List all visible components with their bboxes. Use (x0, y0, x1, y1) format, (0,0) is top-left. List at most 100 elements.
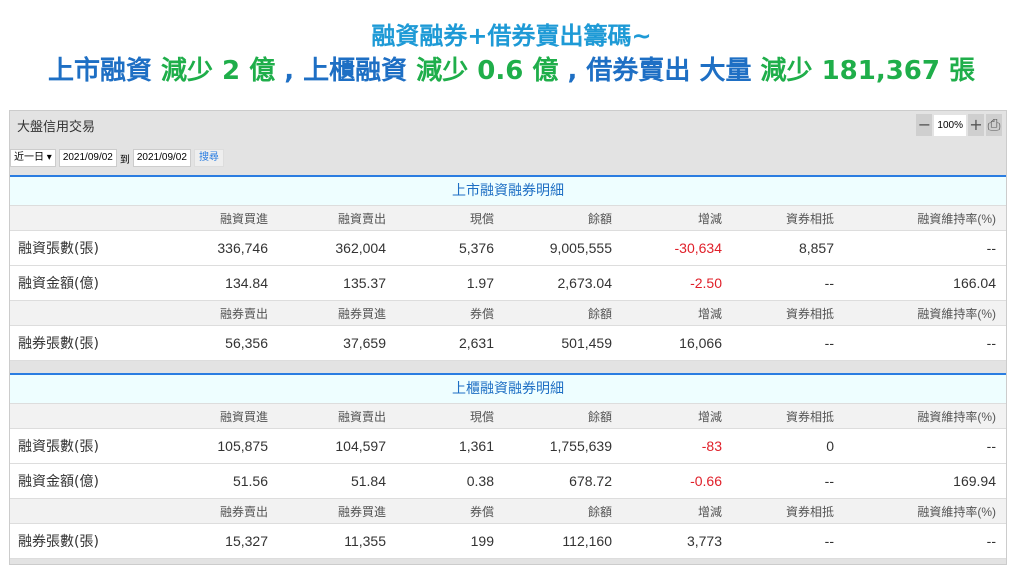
table-cell: 37,659 (343, 335, 386, 351)
table-cell: 336,746 (217, 240, 268, 256)
headline-part: 減少 2 億 (161, 56, 276, 86)
table-cell: -- (824, 275, 834, 291)
section-title: 上市融資融券明細 (10, 177, 1006, 206)
table-cell: 融資賣出 (337, 211, 386, 226)
table-cell: 51.84 (350, 473, 386, 489)
row-label: 融資張數(張) (18, 439, 99, 455)
table-cell: 融資買進 (219, 409, 268, 424)
table-cell: -0.66 (690, 473, 722, 489)
table-cell: 8,857 (798, 240, 834, 256)
headline-title: 融資融券+借券賣出籌碼~ (371, 22, 652, 50)
table-cell: 資券相抵 (785, 504, 834, 519)
table-cell: 105,875 (217, 438, 268, 454)
table-cell: 2,673.04 (557, 275, 613, 291)
table-cell: 135.37 (343, 275, 386, 291)
table-cell: 餘額 (587, 504, 612, 519)
table-row: 融券張數(張) 56,356 37,659 2,631 501,459 16,066 -- -… (10, 326, 1006, 361)
table-cell: 5,376 (458, 240, 494, 256)
table-cell: -- (986, 240, 996, 256)
row-label: 融券張數(張) (18, 534, 99, 550)
table-cell: -2.50 (690, 275, 722, 291)
headline-summary: 上市融資 減少 2 億 , 上櫃融資 減少 0.6 億 , 借券賣出 大量 減少… (0, 50, 1023, 87)
table-cell: -- (986, 533, 996, 549)
table-header-row: 融券賣出 融券買進 券償 餘額 增減 資券相抵 融資維持率(%) (10, 301, 1006, 326)
zoom-level: 100% (934, 114, 966, 136)
table-row: 融資張數(張) 105,875 104,597 1,361 1,755,639 -83 0 -… (10, 429, 1006, 464)
table-cell: -83 (701, 438, 722, 454)
section-title: 上櫃融資融券明細 (10, 375, 1006, 404)
table-cell: 1.97 (466, 275, 494, 291)
table-row: 融券張數(張) 15,327 11,355 199 112,160 3,773 -- -- (10, 524, 1006, 559)
date-from-input[interactable]: 2021/09/02 (58, 149, 117, 167)
row-label: 融券張數(張) (18, 336, 99, 352)
table-cell: 11,355 (344, 533, 386, 549)
table-cell: 169.94 (953, 473, 996, 489)
table-cell: 餘額 (587, 211, 612, 226)
table-cell: 融資維持率(%) (917, 409, 996, 424)
table-cell: 166.04 (953, 275, 996, 291)
zoom-out-button[interactable]: − (916, 114, 933, 136)
table-cell: 餘額 (587, 409, 612, 424)
row-label: 融資金額(億) (18, 474, 99, 490)
table-cell: 融券賣出 (219, 504, 268, 519)
search-button[interactable]: 搜尋 (193, 149, 224, 167)
table-cell: -- (824, 533, 834, 549)
table-cell: -- (824, 473, 834, 489)
table-cell: 融資買進 (219, 211, 268, 226)
to-label: 到 (119, 154, 130, 166)
table-cell: -30,634 (674, 240, 722, 256)
table-cell: 501,459 (561, 335, 612, 351)
table-cell: 678.72 (569, 473, 612, 489)
table-cell: 增減 (697, 306, 722, 321)
table-cell: 融券買進 (337, 504, 386, 519)
headline-part: , 借券賣出 大量 (558, 56, 761, 86)
table-cell: 資券相抵 (785, 306, 834, 321)
table-row: 融資金額(億) 51.56 51.84 0.38 678.72 -0.66 -- 169.94 (10, 464, 1006, 499)
table-cell: 融資賣出 (337, 409, 386, 424)
date-to-input[interactable]: 2021/09/02 (132, 149, 191, 167)
table-cell: 0.38 (466, 473, 494, 489)
print-icon[interactable]: ⎙ (986, 114, 1002, 136)
row-label: 融資張數(張) (18, 241, 99, 257)
table-row: 融資張數(張) 336,746 362,004 5,376 9,005,555 -30,6… (10, 231, 1006, 266)
zoom-controls: − 100% + ⎙ (916, 114, 1002, 136)
otc-margin-section: 上櫃融資融券明細 融資買進 融資賣出 現償 餘額 增減 資券相抵 融資維持率(%) 融資張數(張… (10, 373, 1006, 559)
table-cell: 0 (826, 438, 834, 454)
table-row: 融資金額(億) 134.84 135.37 1.97 2,673.04 -2.50 -- 16… (10, 266, 1006, 301)
panel-title: 大盤信用交易 (17, 120, 96, 135)
table-cell: 112,160 (562, 533, 612, 549)
table-cell: 56,356 (225, 335, 268, 351)
table-cell: 融券賣出 (219, 306, 268, 321)
listed-margin-section: 上市融資融券明細 融資買進 融資賣出 現償 餘額 增減 資券相抵 融資維持率(%) 融資張數(張… (10, 175, 1006, 361)
table-cell: 1,755,639 (549, 438, 612, 454)
table-cell: 9,005,555 (549, 240, 612, 256)
table-cell: -- (986, 335, 996, 351)
table-cell: 增減 (697, 409, 722, 424)
table-cell: 16,066 (679, 335, 722, 351)
table-header-row: 融資買進 融資賣出 現償 餘額 增減 資券相抵 融資維持率(%) (10, 206, 1006, 231)
table-cell: 現償 (469, 211, 494, 226)
zoom-in-button[interactable]: + (968, 114, 984, 136)
table-cell: 融資維持率(%) (917, 306, 996, 321)
table-cell: 資券相抵 (785, 409, 834, 424)
period-select[interactable]: 近一日 ▾ (10, 149, 56, 167)
margin-trading-panel: 大盤信用交易 − 100% + ⎙ 近一日 ▾ 2021/09/02 到 202… (9, 110, 1007, 565)
table-cell: 104,597 (335, 438, 386, 454)
table-cell: 199 (470, 533, 494, 549)
table-cell: 134.84 (225, 275, 268, 291)
table-cell: 15,327 (225, 533, 268, 549)
table-cell: 融券買進 (337, 306, 386, 321)
table-cell: 362,004 (335, 240, 386, 256)
table-cell: 融資維持率(%) (917, 211, 996, 226)
table-cell: -- (986, 438, 996, 454)
table-cell: 2,631 (458, 335, 494, 351)
table-header-row: 融資買進 融資賣出 現償 餘額 增減 資券相抵 融資維持率(%) (10, 404, 1006, 429)
headline-part: 減少 181,367 張 (760, 56, 976, 86)
table-cell: 現償 (469, 409, 494, 424)
table-cell: 增減 (697, 504, 722, 519)
table-cell: 增減 (697, 211, 722, 226)
headline-part: 上市融資 (47, 56, 161, 86)
table-header-row: 融券賣出 融券買進 券償 餘額 增減 資券相抵 融資維持率(%) (10, 499, 1006, 524)
table-cell: 券償 (469, 504, 494, 519)
table-cell: 融資維持率(%) (917, 504, 996, 519)
